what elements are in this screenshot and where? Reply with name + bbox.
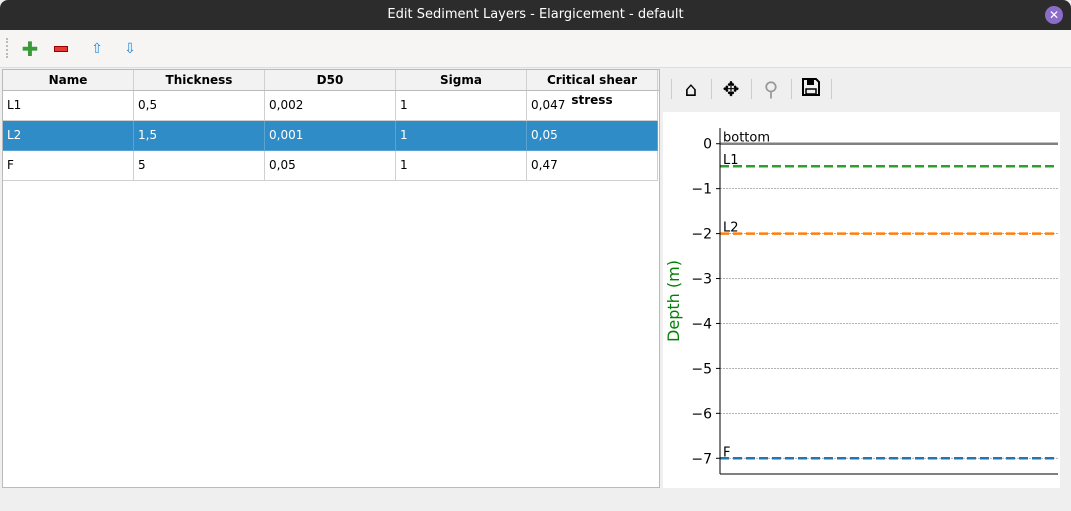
save-icon[interactable] xyxy=(797,77,825,101)
layer-label: F xyxy=(723,445,730,460)
table-row[interactable]: F 5 0,05 1 0,47 xyxy=(3,151,659,181)
plus-icon[interactable]: ✚ xyxy=(21,37,39,61)
arrow-up-icon[interactable]: ⇧ xyxy=(91,41,103,57)
window-title: Edit Sediment Layers - Elargicement - de… xyxy=(387,7,684,22)
title-bar: Edit Sediment Layers - Elargicement - de… xyxy=(0,0,1071,30)
y-tick-label: −4 xyxy=(691,316,712,332)
header-name[interactable]: Name xyxy=(3,70,134,90)
y-tick-label: −2 xyxy=(691,227,712,243)
table-cell[interactable]: 0,002 xyxy=(265,91,396,121)
header-d50[interactable]: D50 xyxy=(265,70,396,90)
layers-table: Name Thickness D50 Sigma Critical shear … xyxy=(2,69,660,488)
table-cell[interactable]: 0,05 xyxy=(527,121,658,151)
move-icon[interactable]: ✥ xyxy=(722,77,740,101)
table-cell[interactable]: F xyxy=(3,151,134,181)
close-icon[interactable]: ✕ xyxy=(1045,6,1063,24)
table-cell[interactable]: 1 xyxy=(396,91,527,121)
table-cell[interactable]: 0,001 xyxy=(265,121,396,151)
table-cell[interactable]: 0,05 xyxy=(265,151,396,181)
table-cell[interactable]: 5 xyxy=(134,151,265,181)
minus-icon[interactable] xyxy=(54,40,72,58)
y-tick-label: −1 xyxy=(691,182,712,198)
plot-panel: ⌂ ✥ ⚲ 0 −1 −2 −3 −4 −5 −6 −7 bottom L1 L2 F Depth (m… xyxy=(663,69,1071,488)
status-bar xyxy=(0,488,1071,511)
y-tick-label: −3 xyxy=(691,272,712,288)
table-cell[interactable]: 0,047 xyxy=(527,91,658,121)
toolbar-grip[interactable] xyxy=(6,38,9,58)
table-cell[interactable]: L1 xyxy=(3,91,134,121)
table-cell[interactable]: 1,5 xyxy=(134,121,265,151)
y-tick-label: 0 xyxy=(703,137,712,153)
layer-label: L2 xyxy=(723,221,739,236)
y-tick-label: −6 xyxy=(691,406,712,422)
arrow-down-icon[interactable]: ⇩ xyxy=(124,41,136,57)
header-critical-shear-stress[interactable]: Critical shear stress xyxy=(527,70,658,107)
table-cell[interactable]: 0,5 xyxy=(134,91,265,121)
table-cell[interactable]: 1 xyxy=(396,121,527,151)
table-cell[interactable]: L2 xyxy=(3,121,134,151)
header-thickness[interactable]: Thickness xyxy=(134,70,265,90)
home-icon[interactable]: ⌂ xyxy=(684,77,698,101)
chart-svg: 0 −1 −2 −3 −4 −5 −6 −7 bottom L1 L2 F Depth (m) xyxy=(664,128,1058,475)
table-header: Name Thickness D50 Sigma Critical shear … xyxy=(3,70,659,107)
layer-label: L1 xyxy=(723,153,739,168)
zoom-icon[interactable]: ⚲ xyxy=(763,77,779,101)
y-axis-label: Depth (m) xyxy=(664,260,683,342)
table-cell[interactable]: 0,47 xyxy=(527,151,658,181)
toolbar: ✚ ⇧ ⇩ xyxy=(0,30,1071,68)
table-row[interactable]: L1 0,5 0,002 1 0,047 xyxy=(3,91,659,121)
table-cell[interactable]: 1 xyxy=(396,151,527,181)
header-sigma[interactable]: Sigma xyxy=(396,70,527,90)
layer-label: bottom xyxy=(723,131,770,146)
table-row[interactable]: L2 1,5 0,001 1 0,05 xyxy=(3,121,659,151)
y-tick-label: −5 xyxy=(691,361,712,377)
y-tick-label: −7 xyxy=(691,451,712,467)
depth-chart[interactable]: 0 −1 −2 −3 −4 −5 −6 −7 bottom L1 L2 F Depth (m) xyxy=(663,112,1060,488)
